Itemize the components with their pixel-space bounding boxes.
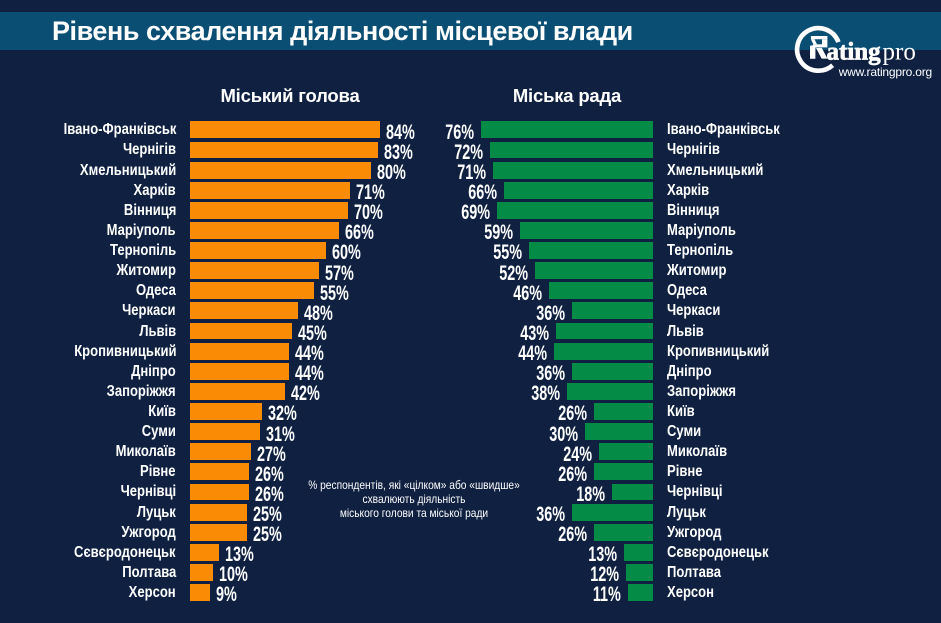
svg-text:pro: pro bbox=[883, 39, 916, 66]
svg-text:www.ratingpro.org: www.ratingpro.org bbox=[838, 65, 932, 79]
svg-text:ating: ating bbox=[827, 39, 882, 66]
